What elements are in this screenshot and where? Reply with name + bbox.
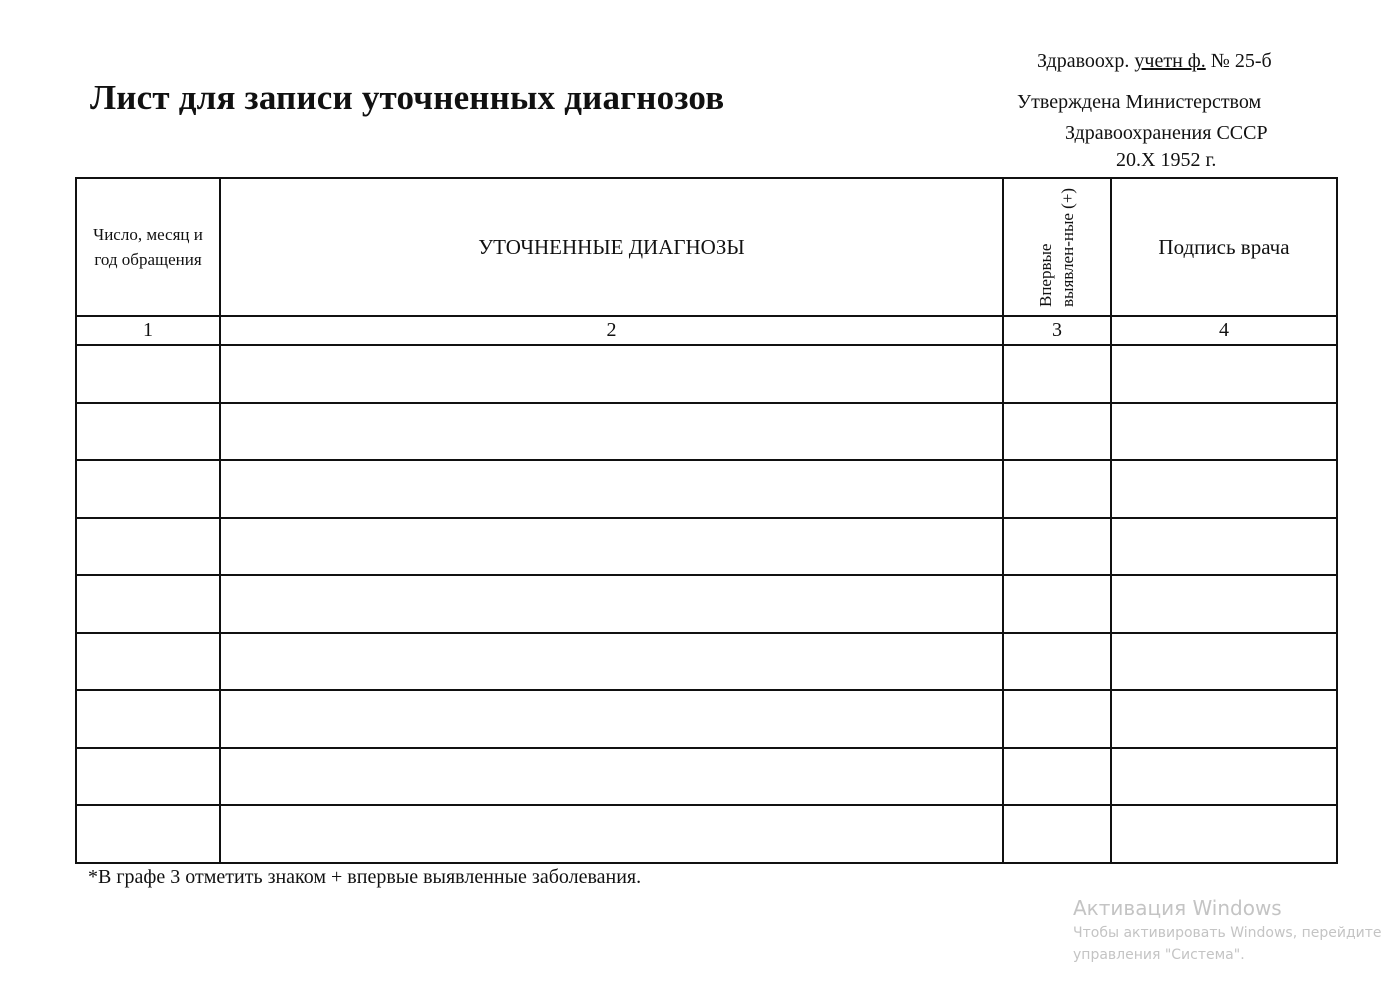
table-cell[interactable] bbox=[1110, 689, 1338, 749]
approved-line-2: Здравоохранения СССР bbox=[1065, 122, 1268, 144]
footnote: *В графе 3 отметить знаком + впервые выя… bbox=[88, 866, 642, 888]
table-row bbox=[75, 516, 1338, 576]
form-code-underlined: учетн ф. bbox=[1134, 50, 1206, 72]
table-cell[interactable] bbox=[1110, 804, 1338, 864]
form-code-number: № 25-б bbox=[1210, 50, 1272, 72]
header-first-detected-label: Впервые выявлен-ные (+) bbox=[1036, 187, 1077, 307]
windows-activation-line1: Чтобы активировать Windows, перейдите bbox=[1073, 925, 1382, 941]
table-cell[interactable] bbox=[1110, 631, 1338, 691]
table-cell[interactable] bbox=[219, 746, 1004, 806]
form-code: Здравоохр. учетн ф. № 25-б bbox=[1037, 50, 1272, 73]
table-cell[interactable] bbox=[75, 459, 221, 519]
table-row bbox=[75, 574, 1338, 634]
table-cell[interactable] bbox=[219, 401, 1004, 461]
table-cell[interactable] bbox=[219, 689, 1004, 749]
table-cell[interactable] bbox=[1110, 401, 1338, 461]
table-cell[interactable] bbox=[75, 516, 221, 576]
header-diagnoses: УТОЧНЕННЫЕ ДИАГНОЗЫ bbox=[219, 177, 1004, 317]
table-row bbox=[75, 631, 1338, 691]
header-first-detected: Впервые выявлен-ные (+) bbox=[1002, 177, 1112, 317]
table-row bbox=[75, 746, 1338, 806]
column-number: 3 bbox=[1002, 315, 1112, 346]
header-date: Число, месяц и год обращения bbox=[75, 177, 221, 317]
table-cell[interactable] bbox=[1002, 344, 1112, 404]
table-cell[interactable] bbox=[1110, 516, 1338, 576]
form-code-prefix: Здравоохр. bbox=[1037, 50, 1130, 72]
column-number-row: 1 2 3 4 bbox=[75, 315, 1338, 346]
table-cell[interactable] bbox=[1110, 574, 1338, 634]
table-cell[interactable] bbox=[1002, 689, 1112, 749]
header-date-label: Число, месяц и год обращения bbox=[93, 225, 203, 269]
table-row bbox=[75, 459, 1338, 519]
table-cell[interactable] bbox=[75, 804, 221, 864]
table-cell[interactable] bbox=[219, 804, 1004, 864]
table-cell[interactable] bbox=[1002, 631, 1112, 691]
header-signature: Подпись врача bbox=[1110, 177, 1338, 317]
table-cell[interactable] bbox=[75, 401, 221, 461]
header-signature-label: Подпись врача bbox=[1158, 234, 1290, 259]
table-row bbox=[75, 344, 1338, 404]
table-cell[interactable] bbox=[1002, 574, 1112, 634]
table-cell[interactable] bbox=[75, 746, 221, 806]
table-cell[interactable] bbox=[219, 459, 1004, 519]
table-cell[interactable] bbox=[219, 574, 1004, 634]
table-cell[interactable] bbox=[1002, 459, 1112, 519]
table-cell[interactable] bbox=[1110, 459, 1338, 519]
column-number: 2 bbox=[219, 315, 1004, 346]
table-cell[interactable] bbox=[1002, 746, 1112, 806]
column-number: 4 bbox=[1110, 315, 1338, 346]
approved-date: 20.X 1952 г. bbox=[1116, 149, 1217, 171]
table-cell[interactable] bbox=[1002, 516, 1112, 576]
table-cell[interactable] bbox=[75, 631, 221, 691]
column-number: 1 bbox=[75, 315, 221, 346]
form-title: Лист для записи уточненных диагнозов bbox=[90, 78, 725, 117]
table-cell[interactable] bbox=[75, 574, 221, 634]
table-cell[interactable] bbox=[1110, 746, 1338, 806]
table-row bbox=[75, 689, 1338, 749]
header-row: Число, месяц и год обращения УТОЧНЕННЫЕ … bbox=[75, 177, 1338, 317]
header-diagnoses-label: УТОЧНЕННЫЕ ДИАГНОЗЫ bbox=[478, 234, 745, 259]
table-cell[interactable] bbox=[75, 344, 221, 404]
table-cell[interactable] bbox=[219, 516, 1004, 576]
table-cell[interactable] bbox=[219, 631, 1004, 691]
table-cell[interactable] bbox=[1002, 804, 1112, 864]
approved-line-1: Утверждена Министерством bbox=[1017, 91, 1262, 113]
table-cell[interactable] bbox=[219, 344, 1004, 404]
windows-activation-title: Активация Windows bbox=[1073, 896, 1282, 920]
table-row bbox=[75, 804, 1338, 864]
windows-activation-line2: управления "Система". bbox=[1073, 947, 1245, 963]
diagnoses-table: Число, месяц и год обращения УТОЧНЕННЫЕ … bbox=[75, 177, 1338, 864]
table-cell[interactable] bbox=[75, 689, 221, 749]
table-cell[interactable] bbox=[1002, 401, 1112, 461]
table-cell[interactable] bbox=[1110, 344, 1338, 404]
table-row bbox=[75, 401, 1338, 461]
